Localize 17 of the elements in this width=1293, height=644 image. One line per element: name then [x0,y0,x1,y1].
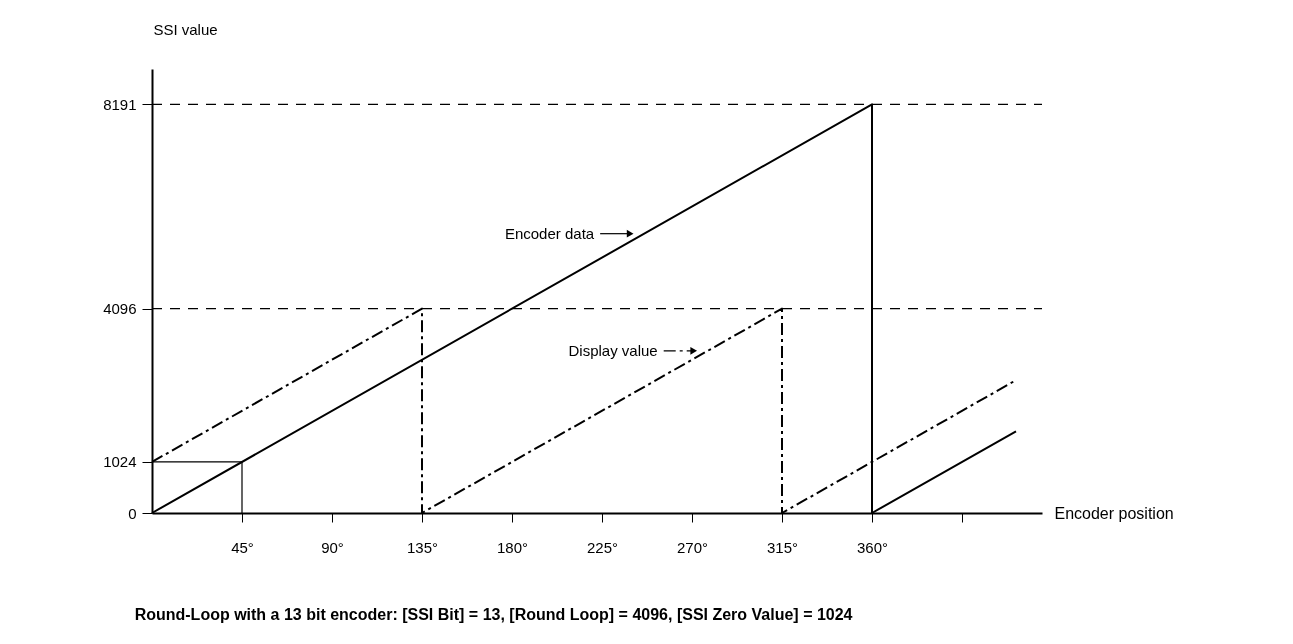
x-axis-title: Encoder position [1054,504,1174,522]
x-tick-label: 135° [406,538,439,556]
y-tick-label: 0 [128,504,137,522]
text: Round-Loop with a 13 bit encoder: [SSI Bit] = 13, [Round Loop] = 4096, [SSI Zero Value] = 1024 [134,606,853,623]
y-axis-title: SSI value [153,20,218,38]
x-tick-label: 45° [231,538,254,556]
y-tick-label: 8191 [103,95,137,113]
x-tick-label: 315° [766,538,799,556]
legend-label: Display value [568,341,658,359]
y-tick-label: 1024 [103,453,137,471]
x-tick-label: 180° [496,538,529,556]
x-tick-label: 360° [856,538,889,556]
x-tick-label: 225° [586,538,619,556]
x-tick-label: 270° [676,538,709,556]
y-tick-label: 4096 [103,300,137,318]
legend-label: Encoder data [504,224,595,242]
x-tick-label: 90° [321,538,344,556]
